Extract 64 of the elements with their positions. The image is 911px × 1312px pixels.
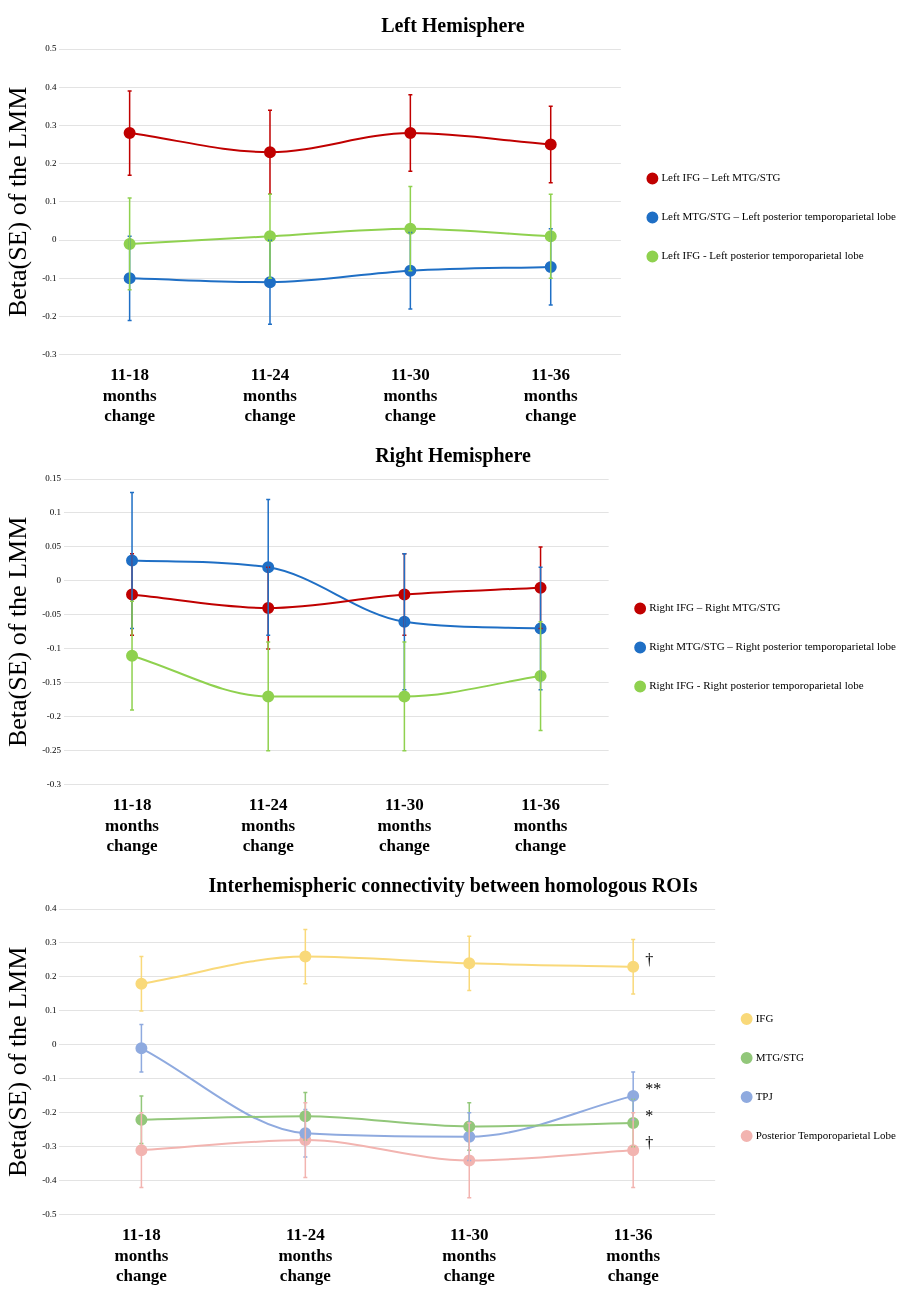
x-tick-label: 11-36 months change — [606, 1225, 661, 1286]
legend-label: Right IFG - Right posterior temporoparietal lobe — [649, 679, 864, 692]
chart-title: Interhemispheric connectivity between homologous ROIs — [208, 874, 698, 898]
y-tick-label: -0.2 — [42, 310, 57, 321]
legend-label: Right IFG – Right MTG/STG — [649, 601, 781, 614]
y-tick-label: 0 — [56, 575, 62, 586]
x-tick-label: 11-30 months change — [377, 795, 432, 856]
legend-label: Posterior Temporoparietal Lobe — [755, 1128, 896, 1141]
point — [544, 230, 557, 243]
chart-title: Left Hemisphere — [381, 14, 525, 38]
y-tick-label: 0.05 — [45, 541, 62, 552]
legend-label: Left MTG/STG – Left posterior temporoparietal lobe — [661, 210, 897, 223]
y-tick-label: -0.4 — [42, 1175, 57, 1186]
x-tick-label: 11-24 months change — [241, 795, 296, 856]
y-tick-label: -0.3 — [42, 349, 57, 360]
y-tick-label: 0.1 — [45, 1005, 57, 1016]
y-tick-label: -0.1 — [46, 643, 61, 654]
y-tick-label: 0.3 — [45, 937, 57, 948]
x-tick-label: 11-24 months change — [243, 365, 298, 426]
x-tick-label: 11-18 months change — [105, 795, 160, 856]
y-tick-label: -0.2 — [42, 1107, 57, 1118]
y-axis-title: Beta(SE) of the LMM — [3, 946, 33, 1178]
x-tick-label: 11-30 months change — [442, 1225, 497, 1286]
y-axis-title: Beta(SE) of the LMM — [3, 86, 33, 318]
y-tick-label: -0.3 — [42, 1141, 57, 1152]
point — [123, 237, 136, 250]
y-tick-label: -0.05 — [42, 609, 62, 620]
x-tick-label: 11-30 months change — [383, 365, 438, 426]
legend-label: Left IFG – Left MTG/STG — [661, 171, 781, 184]
y-tick-label: 0.4 — [45, 81, 57, 92]
y-tick-label: 0.3 — [45, 119, 57, 130]
y-tick-label: 0.4 — [45, 903, 57, 914]
chart-title: Right Hemisphere — [375, 444, 531, 468]
y-tick-label: 0.1 — [49, 507, 61, 518]
y-tick-label: 0.1 — [45, 196, 57, 207]
y-tick-label: 0.15 — [45, 473, 62, 484]
annotation: ** — [645, 1080, 662, 1098]
point — [123, 127, 136, 140]
x-tick-label: 11-18 months change — [114, 1225, 169, 1286]
y-tick-label: 0 — [51, 234, 57, 245]
y-tick-label: -0.15 — [42, 677, 62, 688]
y-tick-label: -0.1 — [42, 272, 57, 283]
y-tick-label: 0 — [51, 1039, 57, 1050]
x-tick-label: 11-36 months change — [523, 365, 579, 426]
legend-label: TPJ — [755, 1089, 774, 1102]
y-tick-label: -0.3 — [46, 779, 62, 790]
y-tick-label: 0.5 — [45, 43, 57, 54]
y-tick-label: -0.2 — [46, 711, 61, 722]
legend-label: IFG — [755, 1011, 774, 1024]
annotation: * — [645, 1107, 654, 1125]
annotation: † — [645, 950, 654, 968]
x-tick-label: 11-18 months change — [102, 365, 157, 426]
annotation: † — [645, 1134, 654, 1152]
y-axis-title: Beta(SE) of the LMM — [3, 516, 33, 748]
y-tick-label: -0.5 — [42, 1209, 57, 1220]
x-tick-label: 11-24 months change — [278, 1225, 333, 1286]
y-tick-label: 0.2 — [45, 971, 57, 982]
y-tick-label: 0.2 — [45, 158, 57, 169]
x-tick-label: 11-36 months change — [513, 795, 568, 856]
legend-label: Right MTG/STG – Right posterior temporoparietal lobe — [649, 640, 897, 653]
y-tick-label: -0.25 — [42, 745, 62, 756]
legend-label: MTG/STG — [755, 1050, 804, 1063]
legend-label: Left IFG - Left posterior temporoparietal lobe — [661, 249, 864, 262]
y-tick-label: -0.1 — [42, 1073, 57, 1084]
